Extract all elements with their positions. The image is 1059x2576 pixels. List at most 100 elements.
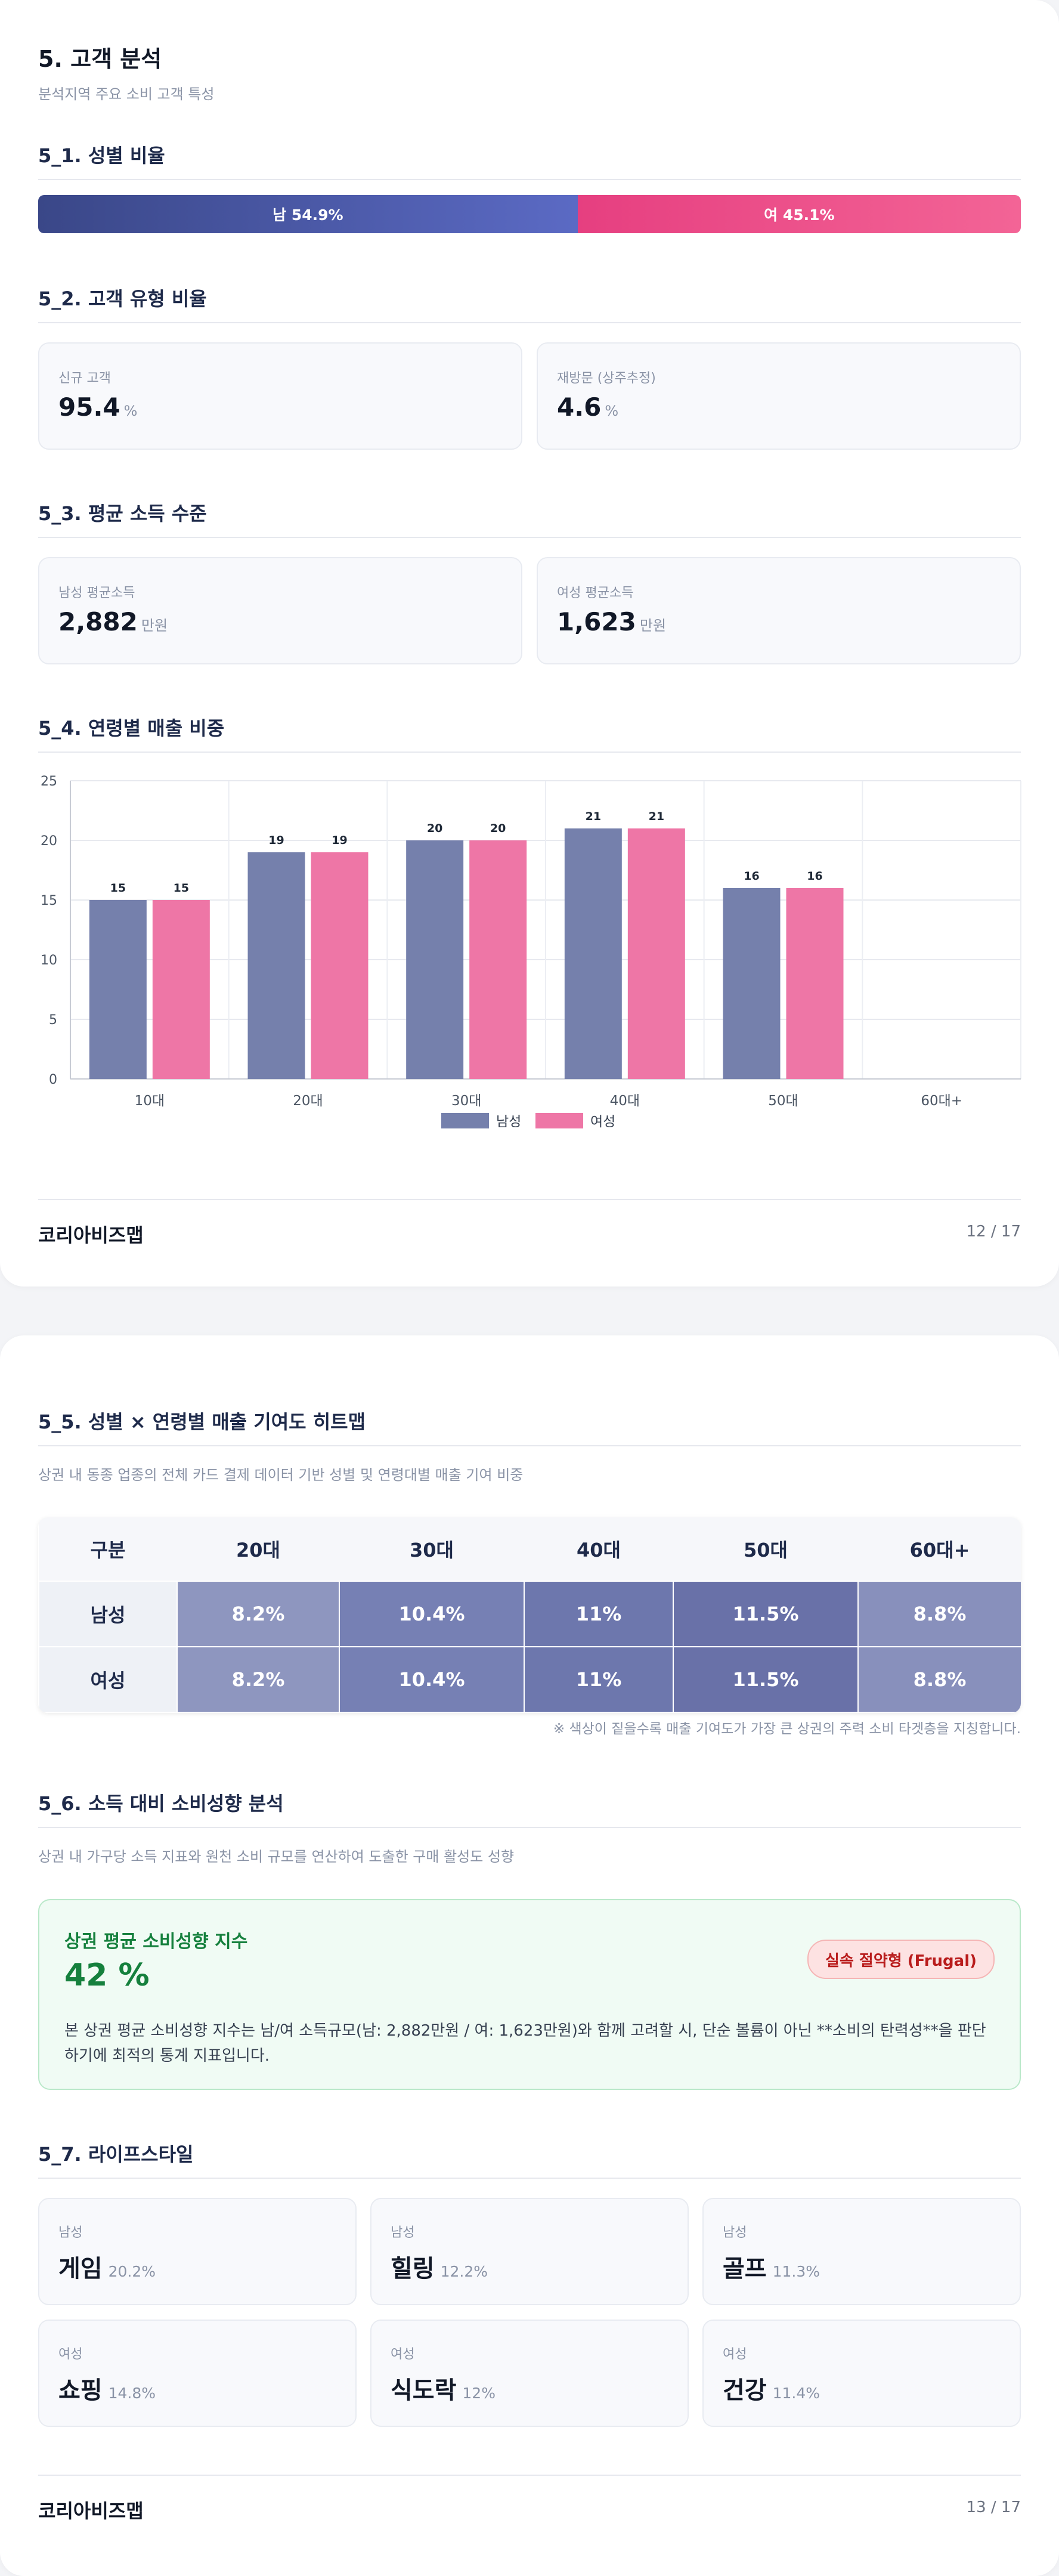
y-tick-label: 15: [41, 893, 57, 908]
lifestyle-item: 골프 11.3%: [723, 2255, 820, 2283]
divider: [38, 752, 1021, 753]
legend-label: 남성: [496, 1114, 521, 1130]
propensity-heading: 5_6. 소득 대비 소비성향 분석: [38, 1792, 284, 1815]
heatmap-cell: 8.2%: [176, 1581, 340, 1647]
female-income-value: 1,623 만원: [557, 607, 667, 636]
legend-swatch: [441, 1113, 489, 1128]
bar-value-label: 19: [268, 834, 284, 847]
propensity-description: 상권 내 가구당 소득 지표와 원천 소비 규모를 연산하여 도출한 구매 활성…: [38, 1848, 515, 1865]
income-heading: 5_3. 평균 소득 수준: [38, 502, 207, 525]
revisit-customer-value: 4.6%: [557, 392, 619, 422]
gender-bar-male: 남 54.9%: [38, 195, 578, 233]
divider: [38, 179, 1021, 180]
bar-value-label: 20: [490, 822, 506, 835]
age-sales-heading: 5_4. 연령별 매출 비중: [38, 717, 225, 740]
lifestyle-card: 남성 게임 20.2%: [38, 2198, 357, 2305]
lifestyle-item: 쇼핑 14.8%: [58, 2377, 156, 2404]
page-number: 13 / 17: [966, 2498, 1021, 2516]
bar: [723, 888, 781, 1079]
heatmap-row-female: 여성 8.2% 10.4% 11% 11.5% 8.8%: [38, 1646, 1021, 1713]
divider: [38, 1827, 1021, 1828]
x-tick-label: 50대: [768, 1093, 798, 1109]
bar-value-label: 15: [110, 882, 126, 895]
heatmap-cell: 11%: [524, 1581, 674, 1647]
lifestyle-item: 식도락 12%: [391, 2377, 496, 2404]
lifestyle-card: 남성 힐링 12.2%: [370, 2198, 689, 2305]
divider: [38, 2178, 1021, 2179]
heatmap-col-header: 20대: [177, 1517, 339, 1581]
y-tick-label: 0: [49, 1072, 57, 1087]
revisit-customer-card: 재방문 (상주추정) 4.6%: [537, 342, 1021, 450]
heatmap-cell: 8.8%: [857, 1646, 1021, 1713]
y-tick-label: 5: [49, 1013, 57, 1028]
bar: [627, 828, 685, 1079]
heatmap-cell: 8.8%: [857, 1581, 1021, 1647]
propensity-box-title: 상권 평균 소비성향 지수: [64, 1931, 248, 1952]
lifestyle-gender: 여성: [391, 2347, 415, 2362]
bar-value-label: 20: [427, 822, 442, 835]
heatmap-cell: 11.5%: [673, 1646, 859, 1713]
bar-value-label: 19: [332, 834, 347, 847]
heatmap-cell: 11.5%: [673, 1581, 859, 1647]
x-tick-label: 60대+: [921, 1093, 962, 1109]
bar: [469, 840, 527, 1079]
y-tick-label: 25: [41, 774, 57, 789]
new-customer-value: 95.4%: [58, 392, 138, 422]
male-income-label: 남성 평균소득: [58, 586, 135, 601]
new-customer-label: 신규 고객: [58, 371, 111, 386]
footer-brand: 코리아비즈맵: [38, 2500, 144, 2522]
heatmap-row-header: 남성: [38, 1581, 178, 1647]
lifestyle-gender: 여성: [58, 2347, 83, 2362]
heatmap-cell: 11%: [524, 1646, 674, 1713]
bar: [406, 840, 464, 1079]
propensity-box: 상권 평균 소비성향 지수 42 % 실속 절약형 (Frugal) 본 상권 …: [38, 1899, 1021, 2090]
lifestyle-card: 남성 골프 11.3%: [702, 2198, 1021, 2305]
y-tick-label: 20: [41, 834, 57, 849]
new-customer-card: 신규 고객 95.4%: [38, 342, 522, 450]
heatmap-description: 상권 내 동종 업종의 전체 카드 결제 데이터 기반 성별 및 연령대별 매출…: [38, 1467, 524, 1483]
footer-brand: 코리아비즈맵: [38, 1224, 144, 1247]
heatmap-col-header: 40대: [524, 1517, 673, 1581]
x-tick-label: 10대: [135, 1093, 165, 1109]
heatmap-table: 구분 20대 30대 40대 50대 60대+ 남성 8.2% 10.4% 11…: [38, 1517, 1021, 1713]
female-income-card: 여성 평균소득 1,623 만원: [537, 557, 1021, 664]
revisit-customer-label: 재방문 (상주추정): [557, 371, 656, 386]
bar: [786, 888, 844, 1079]
heatmap-corner-header: 구분: [39, 1517, 177, 1581]
lifestyle-gender: 남성: [723, 2225, 747, 2240]
bar: [89, 900, 147, 1079]
male-income-card: 남성 평균소득 2,882 만원: [38, 557, 522, 664]
report-page-12: 5. 고객 분석 분석지역 주요 소비 고객 특성 5_1. 성별 비율 남 5…: [0, 0, 1059, 1287]
bar-value-label: 16: [807, 870, 822, 883]
divider: [38, 322, 1021, 323]
lifestyle-card: 여성 건강 11.4%: [702, 2320, 1021, 2427]
heatmap-note: ※ 색상이 짙을수록 매출 기여도가 가장 큰 상권의 주력 소비 타겟층을 지…: [553, 1721, 1021, 1737]
footer-divider: [38, 1199, 1021, 1200]
bar: [311, 852, 369, 1079]
legend-swatch: [535, 1113, 583, 1128]
bar-value-label: 16: [744, 870, 759, 883]
heatmap-heading: 5_5. 성별 × 연령별 매출 기여도 히트맵: [38, 1411, 366, 1433]
section-subtitle: 분석지역 주요 소비 고객 특성: [38, 86, 215, 103]
heatmap-cell: 8.2%: [176, 1646, 340, 1713]
heatmap-col-header: 50대: [673, 1517, 858, 1581]
lifestyle-gender: 남성: [391, 2225, 415, 2240]
heatmap-cell: 10.4%: [339, 1646, 525, 1713]
lifestyle-card: 여성 쇼핑 14.8%: [38, 2320, 357, 2427]
age-sales-bar-chart: 0 5 10 15 20 25 15 15 10대 19 19 20대 20 20 30대 21 21 40대 16…: [41, 774, 1021, 1130]
lifestyle-heading: 5_7. 라이프스타일: [38, 2143, 194, 2166]
x-tick-label: 40대: [610, 1093, 640, 1109]
heatmap-col-header: 60대+: [858, 1517, 1021, 1581]
propensity-type-badge: 실속 절약형 (Frugal): [807, 1940, 995, 1979]
bar-value-label: 21: [649, 810, 664, 823]
bar: [564, 828, 622, 1079]
legend-label: 여성: [590, 1114, 615, 1130]
bar: [152, 900, 210, 1079]
gender-bar-female: 여 45.1%: [577, 195, 1021, 233]
propensity-explanation: 본 상권 평균 소비성향 지수는 남/여 소득규모(남: 2,882만원 / 여…: [64, 2022, 986, 2065]
heatmap-row-male: 남성 8.2% 10.4% 11% 11.5% 8.8%: [38, 1581, 1021, 1647]
divider: [38, 1445, 1021, 1446]
page-number: 12 / 17: [966, 1223, 1021, 1241]
gender-bar-male-label: 남 54.9%: [273, 206, 343, 224]
lifestyle-item: 게임 20.2%: [58, 2255, 156, 2283]
